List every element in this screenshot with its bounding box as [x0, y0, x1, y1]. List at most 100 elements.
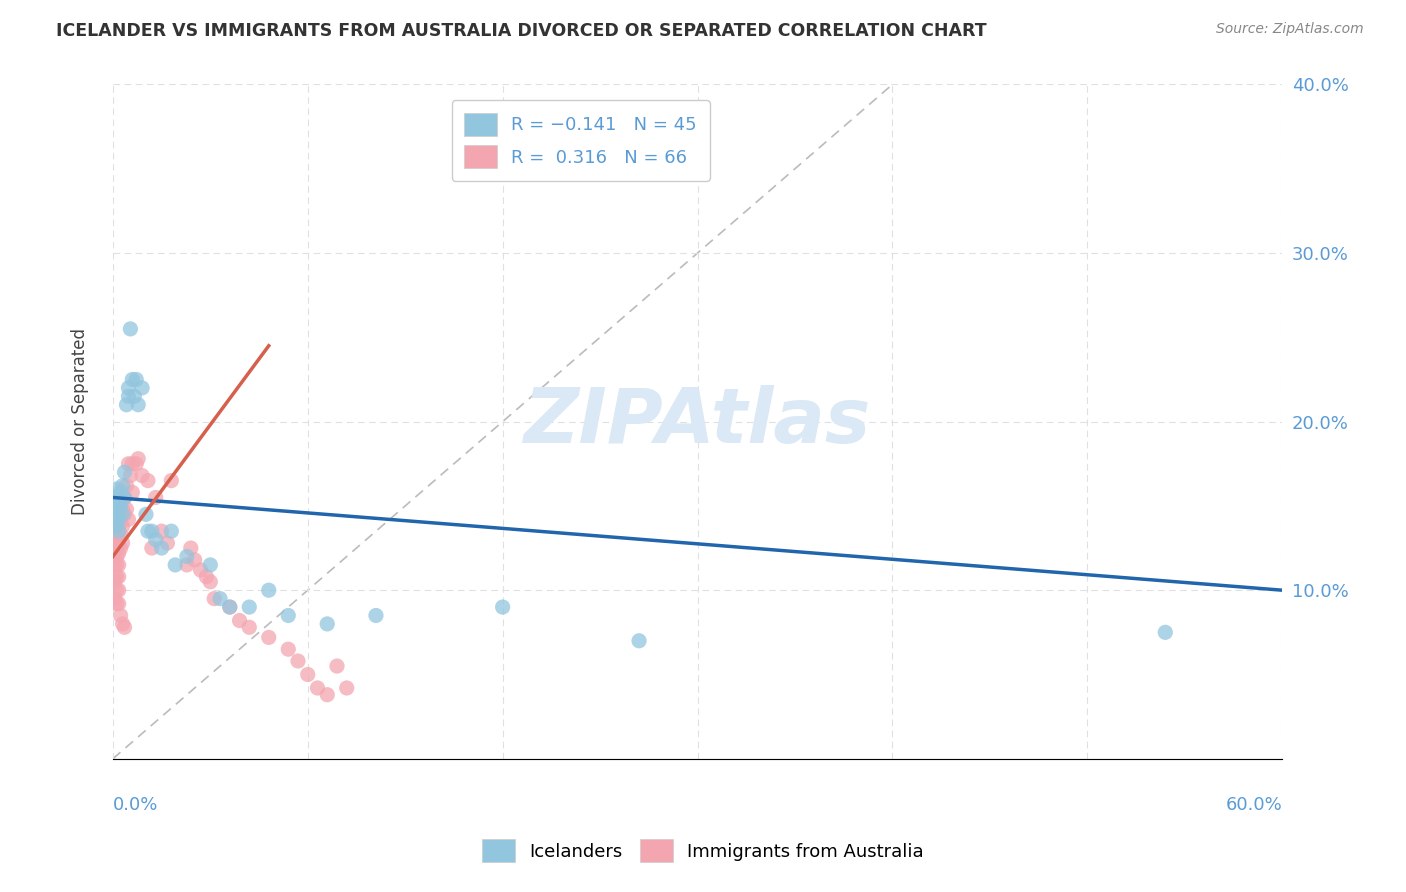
- Legend: R = −0.141   N = 45, R =  0.316   N = 66: R = −0.141 N = 45, R = 0.316 N = 66: [451, 100, 710, 181]
- Point: [297, 667, 319, 681]
- Point: [287, 654, 309, 668]
- Point: [195, 570, 218, 584]
- Point: [120, 322, 142, 336]
- Point: [176, 549, 198, 564]
- Point: [107, 583, 129, 598]
- Point: [316, 688, 339, 702]
- Point: [110, 499, 132, 513]
- Point: [104, 549, 127, 564]
- Point: [110, 527, 132, 541]
- Point: [176, 558, 198, 572]
- Point: [107, 512, 129, 526]
- Point: [111, 536, 134, 550]
- Y-axis label: Divorced or Separated: Divorced or Separated: [72, 328, 89, 515]
- Point: [104, 541, 127, 555]
- Point: [156, 536, 179, 550]
- Point: [107, 524, 129, 539]
- Point: [131, 381, 153, 395]
- Point: [110, 516, 132, 530]
- Point: [336, 681, 359, 695]
- Point: [115, 502, 138, 516]
- Point: [160, 524, 183, 539]
- Point: [1154, 625, 1177, 640]
- Point: [257, 583, 280, 598]
- Point: [114, 491, 136, 505]
- Point: [104, 574, 127, 589]
- Point: [238, 620, 260, 634]
- Point: [190, 563, 212, 577]
- Text: 0.0%: 0.0%: [112, 796, 159, 814]
- Point: [238, 600, 260, 615]
- Point: [117, 512, 139, 526]
- Point: [228, 614, 250, 628]
- Point: [104, 558, 127, 572]
- Point: [200, 574, 222, 589]
- Point: [131, 468, 153, 483]
- Point: [257, 631, 280, 645]
- Point: [107, 491, 129, 505]
- Point: [121, 485, 143, 500]
- Point: [104, 570, 127, 584]
- Point: [183, 553, 205, 567]
- Point: [124, 389, 146, 403]
- Point: [180, 541, 202, 555]
- Point: [107, 597, 129, 611]
- Point: [326, 659, 349, 673]
- Point: [150, 541, 173, 555]
- Point: [104, 591, 127, 606]
- Point: [316, 616, 339, 631]
- Point: [120, 468, 142, 483]
- Point: [307, 681, 329, 695]
- Point: [105, 482, 128, 496]
- Point: [105, 519, 128, 533]
- Point: [111, 508, 134, 522]
- Point: [136, 474, 159, 488]
- Point: [104, 533, 127, 547]
- Point: [114, 465, 136, 479]
- Point: [135, 508, 157, 522]
- Point: [104, 491, 127, 505]
- Text: ZIPAtlas: ZIPAtlas: [524, 384, 872, 458]
- Point: [136, 524, 159, 539]
- Point: [117, 389, 139, 403]
- Legend: Icelanders, Immigrants from Australia: Icelanders, Immigrants from Australia: [475, 832, 931, 870]
- Point: [218, 600, 240, 615]
- Point: [111, 616, 134, 631]
- Point: [150, 524, 173, 539]
- Point: [105, 541, 128, 555]
- Point: [117, 381, 139, 395]
- Point: [107, 502, 129, 516]
- Point: [364, 608, 387, 623]
- Point: [141, 541, 163, 555]
- Point: [104, 516, 127, 530]
- Point: [165, 558, 187, 572]
- Point: [107, 524, 129, 539]
- Text: ICELANDER VS IMMIGRANTS FROM AUSTRALIA DIVORCED OR SEPARATED CORRELATION CHART: ICELANDER VS IMMIGRANTS FROM AUSTRALIA D…: [56, 22, 987, 40]
- Point: [115, 478, 138, 492]
- Text: Source: ZipAtlas.com: Source: ZipAtlas.com: [1216, 22, 1364, 37]
- Point: [114, 491, 136, 505]
- Point: [110, 485, 132, 500]
- Point: [107, 546, 129, 560]
- Point: [110, 541, 132, 555]
- Point: [105, 597, 128, 611]
- Point: [218, 600, 240, 615]
- Point: [121, 457, 143, 471]
- Point: [105, 558, 128, 572]
- Point: [105, 495, 128, 509]
- Point: [277, 608, 299, 623]
- Point: [105, 549, 128, 564]
- Point: [105, 583, 128, 598]
- Point: [125, 372, 148, 386]
- Point: [209, 591, 232, 606]
- Point: [107, 536, 129, 550]
- Point: [160, 474, 183, 488]
- Point: [145, 491, 167, 505]
- Point: [628, 633, 651, 648]
- Point: [127, 451, 149, 466]
- Point: [491, 600, 513, 615]
- Point: [107, 570, 129, 584]
- Point: [202, 591, 225, 606]
- Point: [145, 533, 167, 547]
- Point: [127, 398, 149, 412]
